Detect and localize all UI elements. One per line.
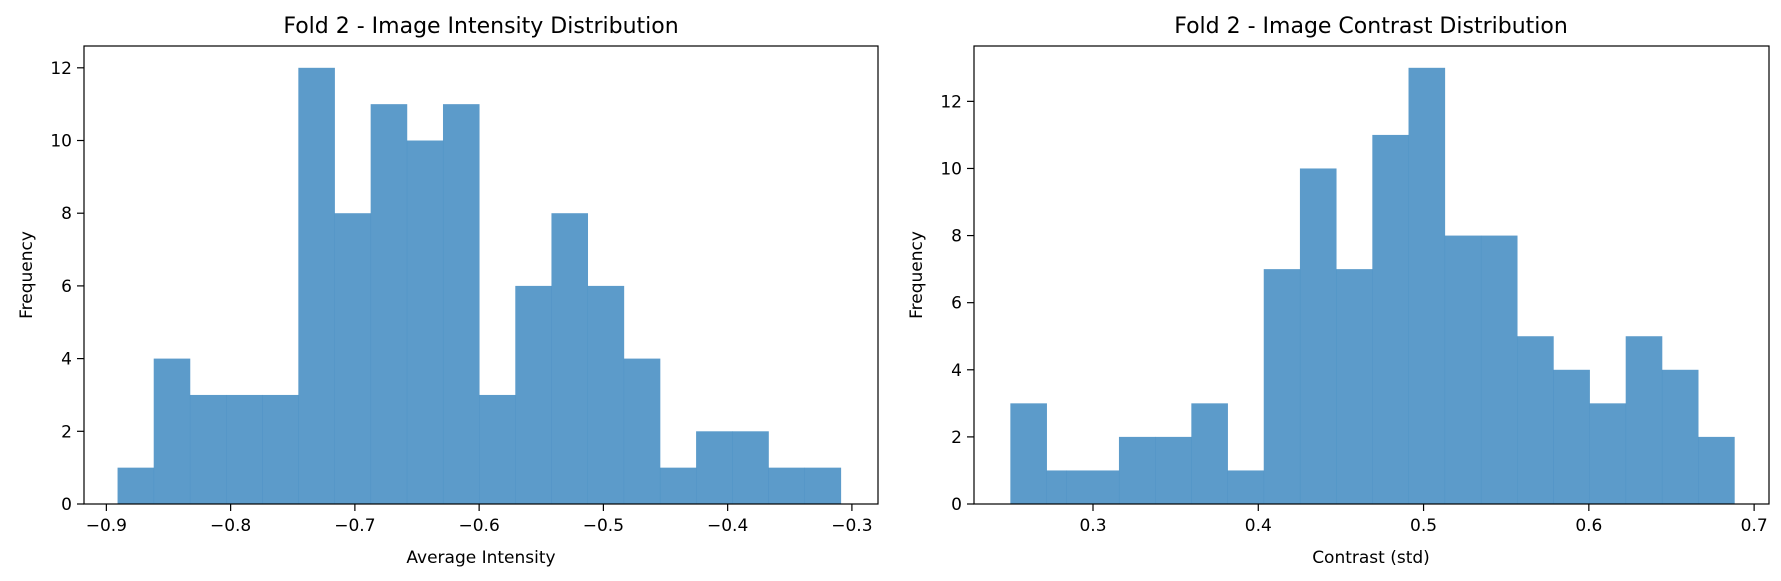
contrast-bar (1408, 67, 1446, 504)
contrast-y-tick-label: 4 (951, 361, 962, 381)
intensity-bar (370, 104, 408, 504)
intensity-x-tick-label: −0.6 (458, 516, 499, 536)
intensity-bar (479, 394, 516, 504)
intensity-y-tick-label: 6 (61, 277, 72, 297)
contrast-bar (1046, 470, 1067, 504)
intensity-y-tick-label: 0 (61, 495, 72, 515)
contrast-y-axis-label: Frequency (907, 231, 927, 319)
intensity-x-tick-label: −0.4 (707, 516, 748, 536)
contrast-chart-title: Fold 2 - Image Contrast Distribution (1174, 14, 1568, 39)
intensity-bar (189, 394, 227, 504)
contrast-bar (1118, 436, 1156, 504)
intensity-bar (587, 285, 625, 504)
intensity-bar (153, 358, 191, 504)
contrast-y-tick-label: 2 (951, 428, 962, 448)
contrast-bar (1698, 436, 1735, 504)
contrast-y-tick-label: 8 (951, 227, 962, 247)
contrast-y-tick-label: 10 (940, 159, 962, 179)
intensity-y-axis-label: Frequency (17, 231, 37, 319)
intensity-axes-frame (83, 45, 879, 505)
intensity-bar (623, 358, 661, 504)
contrast-x-axis-label: Contrast (std) (1312, 548, 1430, 568)
intensity-y-tick-label: 4 (61, 350, 72, 370)
intensity-x-tick-label: −0.7 (334, 516, 375, 536)
intensity-bar (406, 140, 444, 504)
contrast-x-tick-label: 0.7 (1741, 516, 1768, 536)
intensity-bar (804, 467, 842, 504)
intensity-bar (732, 431, 769, 504)
contrast-y-tick-label: 6 (951, 294, 962, 314)
intensity-x-axis-label: Average Intensity (406, 548, 555, 568)
contrast-bar (1010, 403, 1047, 504)
contrast-bar (1589, 403, 1627, 504)
contrast-x-tick-label: 0.3 (1079, 516, 1106, 536)
intensity-y-tick-label: 2 (61, 422, 72, 442)
intensity-y-tick-label: 10 (50, 132, 72, 152)
contrast-x-ticks: 0.3 0.4 0.5 0.6 0.7 (1079, 504, 1768, 536)
intensity-y-tick-label: 8 (61, 204, 72, 224)
contrast-bar (1625, 336, 1663, 504)
intensity-bar (515, 285, 552, 504)
contrast-x-tick-label: 0.6 (1575, 516, 1602, 536)
contrast-histogram-panel: Fold 2 - Image Contrast Distribution 0.3… (907, 14, 1770, 568)
intensity-bar (117, 467, 155, 504)
contrast-axes-frame (973, 45, 1770, 505)
intensity-chart-title: Fold 2 - Image Intensity Distribution (283, 14, 678, 39)
contrast-bar (1299, 168, 1337, 504)
intensity-bar (551, 213, 589, 504)
contrast-bar (1517, 336, 1554, 504)
intensity-y-tick-label: 12 (50, 59, 72, 79)
intensity-y-ticks: 0 2 4 6 8 10 12 (50, 59, 84, 515)
contrast-bar (1227, 470, 1265, 504)
intensity-x-tick-label: −0.5 (583, 516, 624, 536)
contrast-bar (1263, 269, 1301, 504)
intensity-bars (117, 67, 842, 504)
contrast-bar (1480, 235, 1518, 504)
contrast-y-tick-label: 12 (940, 92, 962, 112)
intensity-bar (696, 431, 733, 504)
contrast-bar (1661, 369, 1699, 504)
contrast-bar (1155, 436, 1192, 504)
contrast-x-tick-label: 0.4 (1245, 516, 1272, 536)
contrast-y-ticks: 0 2 4 6 8 10 12 (940, 92, 974, 515)
intensity-x-tick-label: −0.8 (210, 516, 251, 536)
contrast-bar (1444, 235, 1482, 504)
contrast-bar (1553, 369, 1590, 504)
intensity-bar (262, 394, 299, 504)
intensity-bar (226, 394, 263, 504)
intensity-x-ticks: −0.9 −0.8 −0.7 −0.6 −0.5 −0.4 −0.3 (86, 504, 873, 536)
contrast-bar (1336, 269, 1373, 504)
contrast-x-tick-label: 0.5 (1410, 516, 1437, 536)
contrast-y-tick-label: 0 (951, 495, 962, 515)
intensity-bar (334, 213, 372, 504)
intensity-bar (298, 67, 335, 504)
intensity-bar (768, 467, 805, 504)
intensity-bar (659, 467, 697, 504)
intensity-x-tick-label: −0.9 (86, 516, 127, 536)
contrast-bar (1191, 403, 1228, 504)
contrast-bar (1066, 470, 1120, 504)
intensity-histogram-panel: Fold 2 - Image Intensity Distribution −0… (17, 14, 879, 568)
contrast-bars (1010, 67, 1735, 505)
intensity-x-tick-label: −0.3 (831, 516, 872, 536)
contrast-bar (1372, 134, 1409, 505)
intensity-bar (442, 104, 480, 504)
